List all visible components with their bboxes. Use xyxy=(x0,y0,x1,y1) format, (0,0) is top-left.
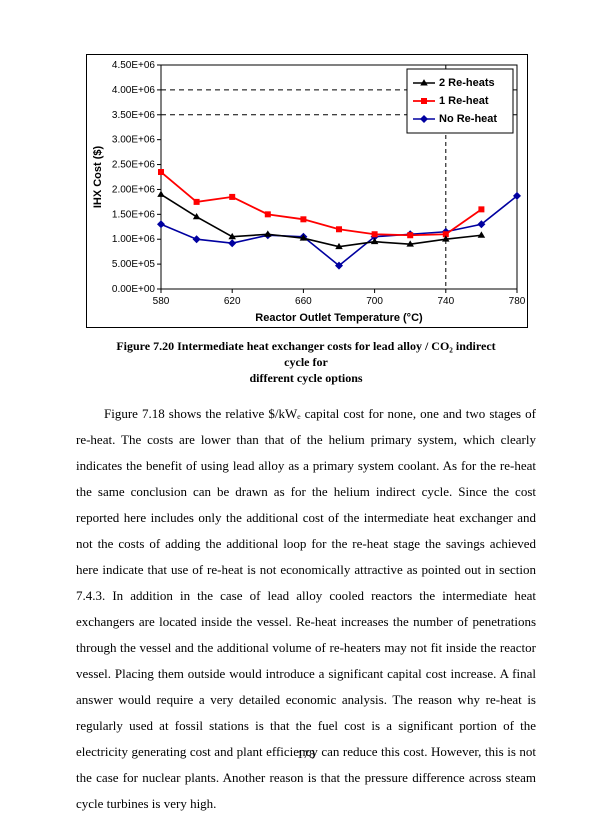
ihx-cost-chart: 0.00E+00 5.00E+05 1.00E+06 1.50E+06 2.00E+06… xyxy=(86,54,526,328)
svg-text:740: 740 xyxy=(437,296,454,307)
svg-text:580: 580 xyxy=(153,296,170,307)
page-number: 178 xyxy=(0,747,612,762)
svg-text:IHX Cost ($): IHX Cost ($) xyxy=(92,145,104,208)
svg-text:No Re-heat: No Re-heat xyxy=(439,113,497,125)
figure-caption: Figure 7.20 Intermediate heat exchanger … xyxy=(106,338,506,387)
caption-line-1: Figure 7.20 Intermediate heat exchanger … xyxy=(116,339,495,369)
svg-text:620: 620 xyxy=(224,296,241,307)
svg-text:4.00E+06: 4.00E+06 xyxy=(112,85,156,96)
svg-text:1.00E+06: 1.00E+06 xyxy=(112,234,156,245)
svg-text:3.50E+06: 3.50E+06 xyxy=(112,110,156,121)
svg-text:0.00E+00: 0.00E+00 xyxy=(112,284,156,295)
svg-text:3.00E+06: 3.00E+06 xyxy=(112,135,156,146)
svg-text:700: 700 xyxy=(366,296,383,307)
svg-text:1.50E+06: 1.50E+06 xyxy=(112,209,156,220)
caption-line-2: different cycle options xyxy=(249,371,362,385)
svg-text:2.00E+06: 2.00E+06 xyxy=(112,184,156,195)
svg-text:660: 660 xyxy=(295,296,312,307)
svg-text:5.00E+05: 5.00E+05 xyxy=(112,259,156,270)
svg-text:Reactor Outlet Temperature (°C: Reactor Outlet Temperature (°C) xyxy=(255,312,423,324)
svg-text:780: 780 xyxy=(509,296,526,307)
svg-text:2 Re-heats: 2 Re-heats xyxy=(439,77,495,89)
svg-text:4.50E+06: 4.50E+06 xyxy=(112,60,156,71)
svg-text:2.50E+06: 2.50E+06 xyxy=(112,160,156,171)
chart-svg: 0.00E+00 5.00E+05 1.00E+06 1.50E+06 2.00E+06… xyxy=(86,54,528,328)
svg-text:1 Re-heat: 1 Re-heat xyxy=(439,95,489,107)
